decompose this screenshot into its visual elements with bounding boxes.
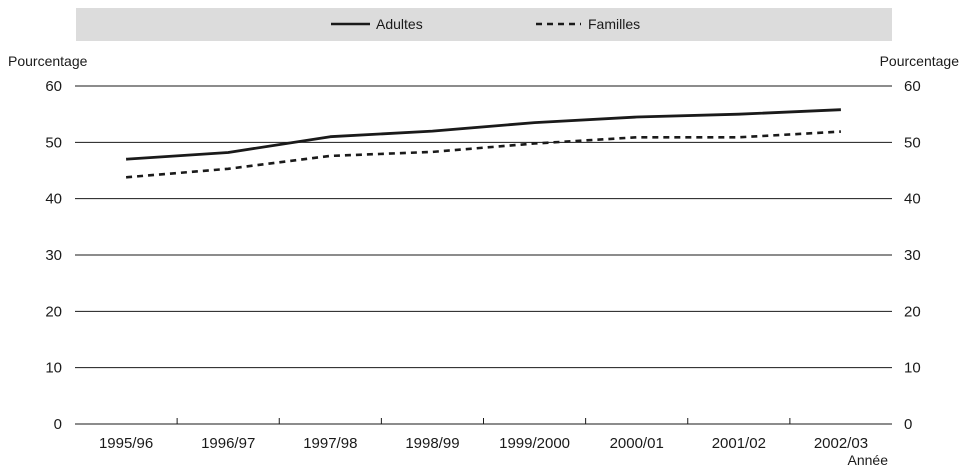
y-tick-label-left: 40 — [45, 191, 62, 208]
y-tick-label-left: 20 — [45, 303, 62, 320]
y-axis-title-right: Pourcentage — [880, 53, 960, 69]
y-axis-right: 0 10 20 30 40 50 60 — [904, 78, 921, 433]
series-line-1 — [126, 108, 841, 161]
series-group — [125, 108, 841, 179]
x-tick-label: 2000/01 — [610, 435, 664, 452]
legend-label: Familles — [588, 16, 640, 32]
x-tick-label: 1996/97 — [201, 435, 255, 452]
x-tick-label: 1999/2000 — [499, 435, 570, 452]
y-tick-label-left: 10 — [45, 360, 62, 377]
y-tick-label-right: 0 — [904, 416, 912, 433]
y-axis-title-left: Pourcentage — [8, 53, 88, 69]
y-tick-label-right: 30 — [904, 247, 921, 264]
y-tick-label-right: 40 — [904, 191, 921, 208]
x-tick-label: 1998/99 — [405, 435, 459, 452]
y-tick-label-left: 0 — [54, 416, 62, 433]
legend-background — [76, 8, 892, 41]
x-tick-label: 1995/96 — [99, 435, 153, 452]
x-tick-label: 1997/98 — [303, 435, 357, 452]
y-tick-label-right: 20 — [904, 303, 921, 320]
x-axis: 1995/96 1996/97 1997/98 1998/99 1999/2000 200… — [99, 418, 868, 452]
gridlines — [75, 85, 892, 425]
legend-label: Adultes — [376, 16, 423, 32]
y-tick-label-left: 50 — [45, 134, 62, 151]
y-tick-label-left: 30 — [45, 247, 62, 264]
y-tick-label-right: 50 — [904, 134, 921, 151]
y-tick-label-right: 10 — [904, 360, 921, 377]
series-line-2 — [125, 130, 841, 179]
x-axis-title: Année — [848, 452, 889, 468]
y-tick-label-right: 60 — [904, 78, 921, 95]
legend: Adultes Familles — [76, 8, 892, 41]
y-tick-label-left: 60 — [45, 78, 62, 95]
y-axis-left: 0 10 20 30 40 50 60 — [45, 78, 62, 433]
x-tick-label: 2002/03 — [814, 435, 868, 452]
x-tick-label: 2001/02 — [712, 435, 766, 452]
